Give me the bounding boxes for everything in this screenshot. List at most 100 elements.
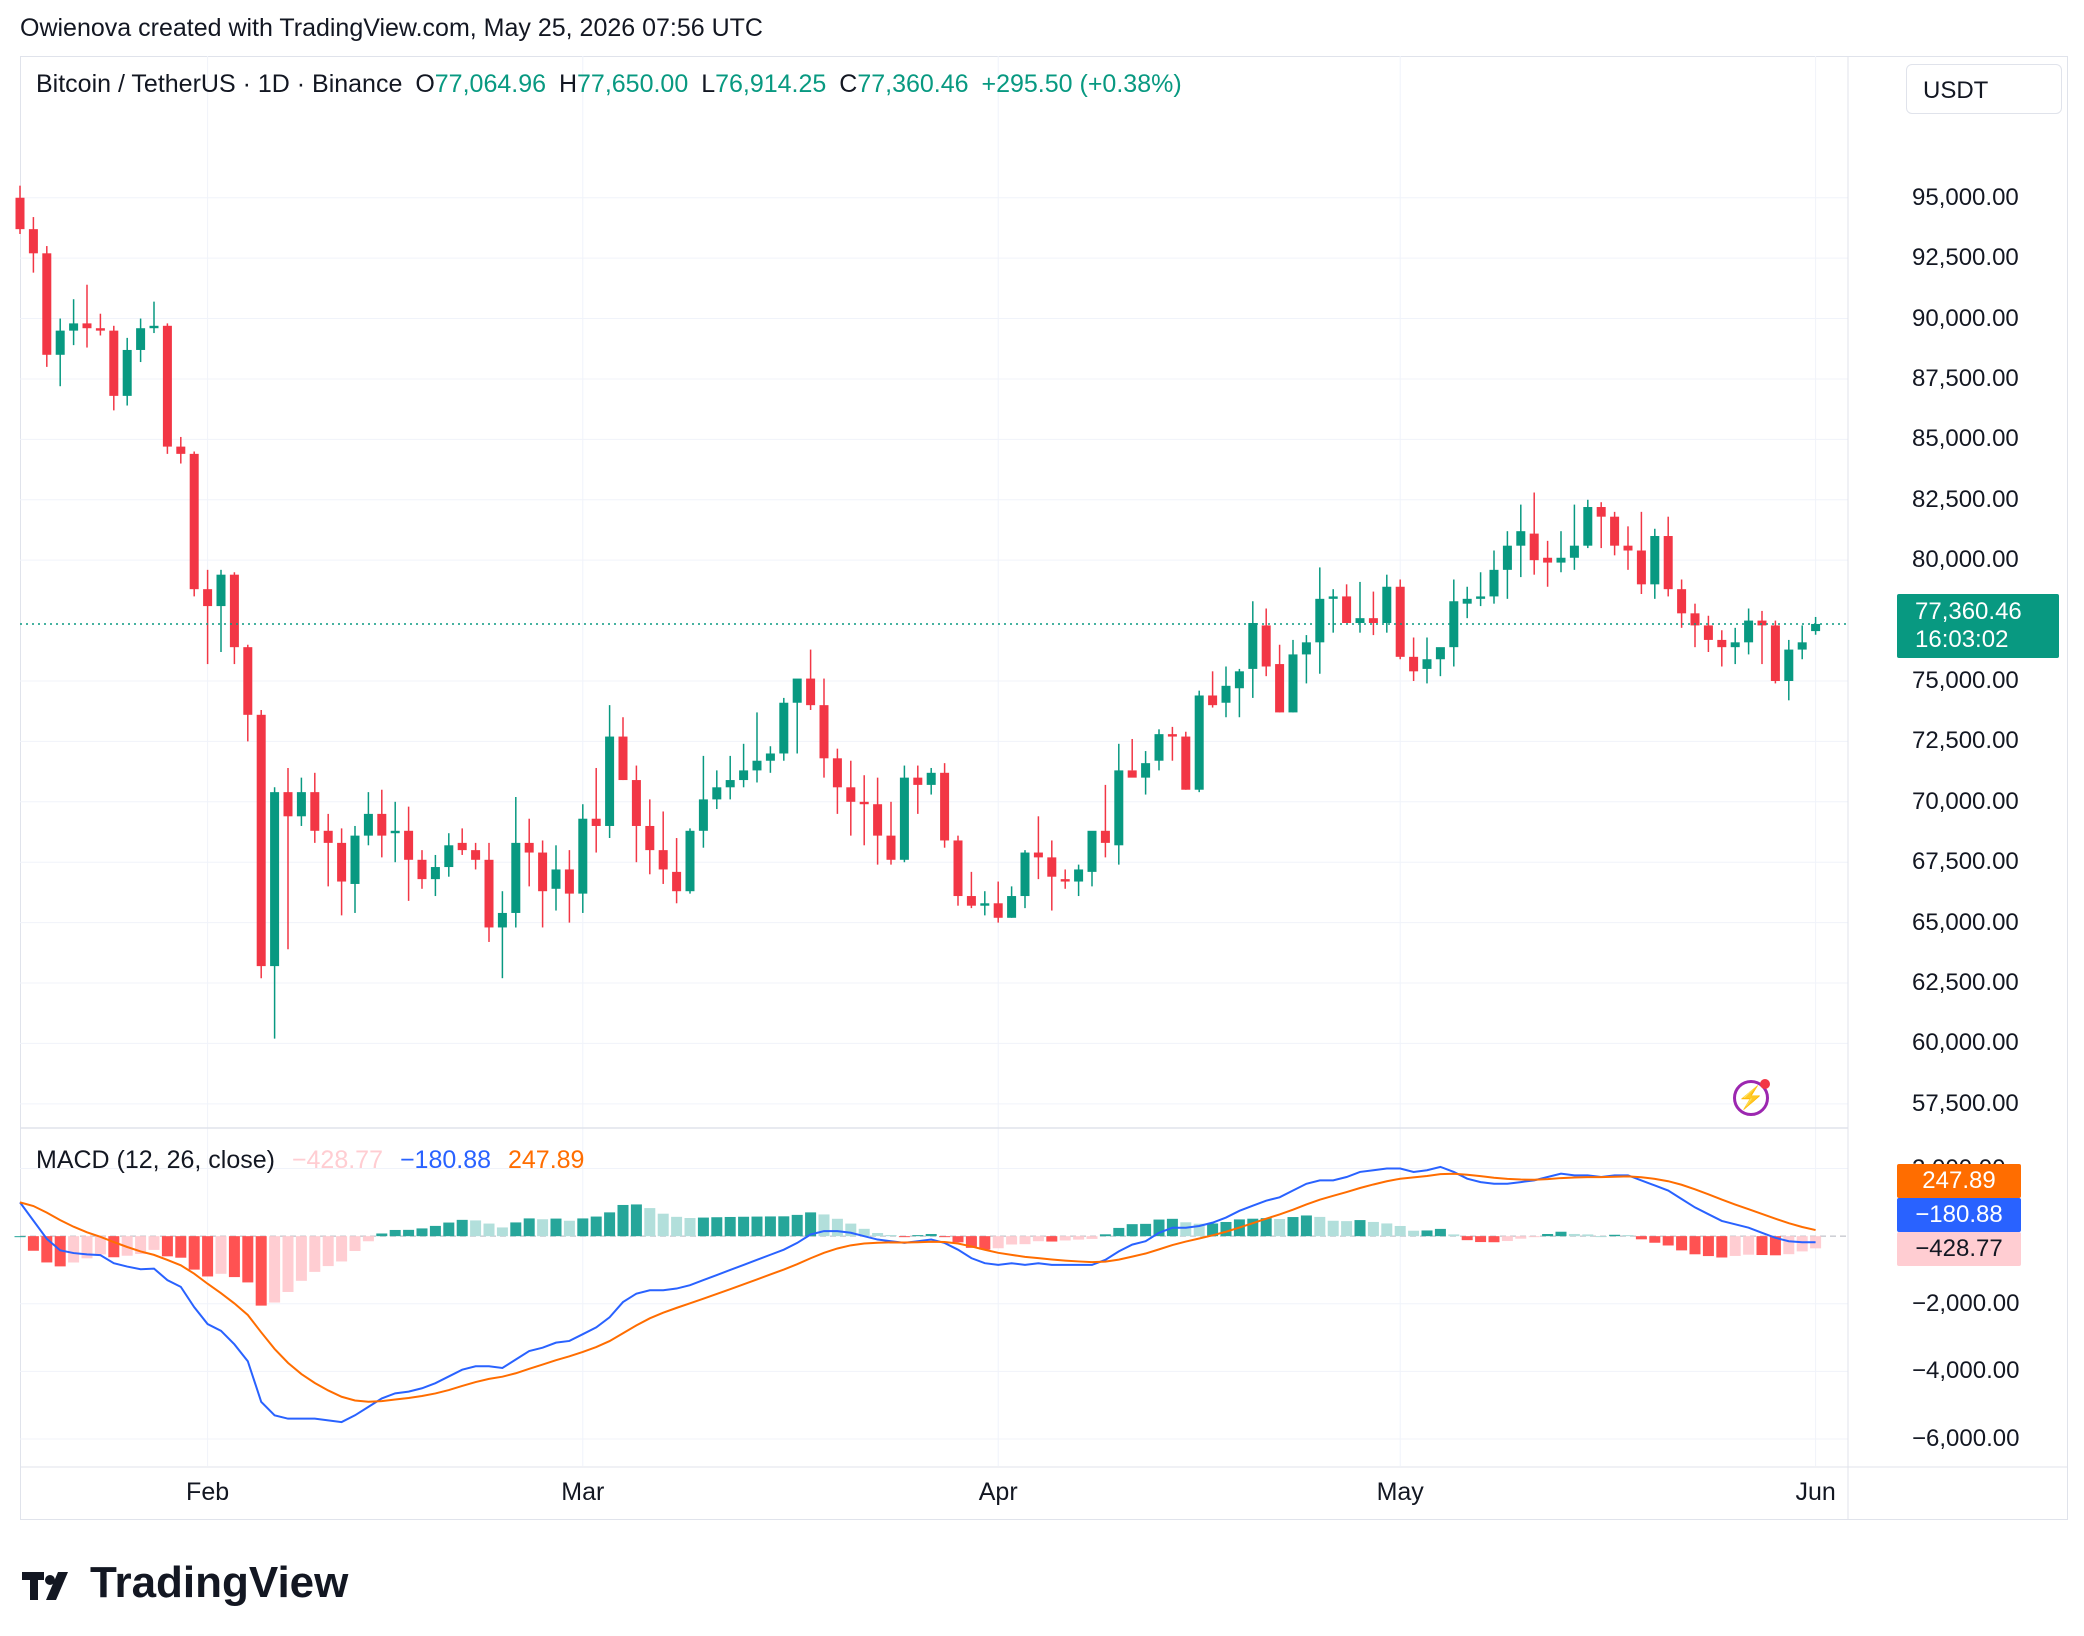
- price-tick-label: 80,000.00: [1912, 546, 2019, 574]
- macd-histogram-bar: [724, 1216, 736, 1237]
- macd-histogram-bar: [979, 1236, 991, 1250]
- candle-down: [1181, 736, 1191, 790]
- candle-up: [739, 770, 749, 781]
- macd-histogram-bar: [604, 1212, 616, 1237]
- candle-up: [1315, 598, 1325, 643]
- candle-up: [725, 780, 735, 788]
- candle-down: [404, 830, 414, 860]
- candle-up: [296, 792, 306, 817]
- macd-histogram-bar: [845, 1223, 857, 1237]
- candle-down: [658, 850, 668, 870]
- macd-histogram-bar: [68, 1236, 80, 1263]
- candle-down: [538, 852, 548, 892]
- macd-histogram-bar: [1113, 1227, 1125, 1237]
- candle-up: [752, 760, 762, 771]
- macd-histogram-bar: [1153, 1219, 1165, 1237]
- candle-up: [779, 702, 789, 754]
- macd-histogram-bar: [1354, 1220, 1366, 1237]
- macd-histogram-bar: [1207, 1223, 1219, 1237]
- chart-frame: [20, 56, 2068, 1520]
- candle-up: [1569, 545, 1579, 558]
- candle-up: [605, 736, 615, 826]
- candle-up: [444, 845, 454, 868]
- macd-histogram-bar: [269, 1236, 281, 1303]
- candle-down: [1717, 639, 1727, 648]
- candle-up: [1288, 654, 1298, 713]
- time-tick-label: Apr: [978, 1478, 1018, 1506]
- candle-down: [229, 574, 239, 648]
- macd-signal-value: 247.89: [507, 1146, 585, 1174]
- candle-up: [1422, 659, 1432, 669]
- macd-histogram-bar: [1421, 1230, 1433, 1237]
- candle-down: [886, 835, 896, 860]
- candle-up: [136, 328, 146, 350]
- high-value: 77,650.00: [577, 70, 689, 98]
- candle-down: [1127, 770, 1137, 778]
- price-tick-label: 70,000.00: [1912, 787, 2019, 815]
- macd-histogram-bar: [1220, 1221, 1232, 1237]
- price-tick-label: 65,000.00: [1912, 908, 2019, 936]
- candle-down: [189, 453, 199, 590]
- candle-up: [1221, 685, 1231, 703]
- macd-histogram-bar: [617, 1204, 629, 1237]
- macd-histogram-bar: [161, 1236, 173, 1257]
- candle-up: [926, 772, 936, 785]
- macd-histogram-bar: [1046, 1236, 1058, 1242]
- macd-histogram-bar: [362, 1236, 374, 1242]
- macd-histogram-bar: [1568, 1233, 1580, 1237]
- macd-histogram-bar: [778, 1216, 790, 1237]
- macd-histogram-bar: [1341, 1221, 1353, 1237]
- candle-down: [82, 323, 92, 329]
- candle-up: [1328, 596, 1338, 599]
- candle-down: [337, 842, 347, 882]
- candle-up: [511, 842, 521, 913]
- tradingview-logo-icon: [22, 1565, 78, 1601]
- macd-histogram-bar: [175, 1236, 187, 1258]
- macd-histogram-bar: [764, 1216, 776, 1237]
- candle-down: [1610, 516, 1620, 546]
- candle-up: [1355, 618, 1365, 623]
- time-tick-label: Feb: [186, 1478, 230, 1506]
- candle-down: [1261, 625, 1271, 667]
- macd-histogram-bar: [858, 1228, 870, 1237]
- macd-histogram-bar: [1327, 1220, 1339, 1237]
- candle-up: [1462, 598, 1472, 604]
- currency-button[interactable]: USDT: [1906, 64, 2062, 114]
- macd-histogram-bar: [1260, 1218, 1272, 1237]
- macd-histogram-bar: [550, 1218, 562, 1237]
- price-tick-label: 82,500.00: [1912, 485, 2019, 513]
- time-tick-label: Mar: [561, 1478, 605, 1506]
- brand-name: TradingView: [90, 1558, 349, 1607]
- price-tick-label: 57,500.00: [1912, 1089, 2019, 1117]
- candle-down: [993, 903, 1003, 918]
- bar-countdown: 16:03:02: [1915, 626, 2009, 653]
- macd-histogram-bar: [590, 1216, 602, 1237]
- hist-badge: −428.77: [1897, 1232, 2021, 1266]
- price-tick-label: 62,500.00: [1912, 969, 2019, 997]
- candle-down: [1167, 734, 1177, 737]
- macd-histogram-bar: [242, 1236, 254, 1283]
- candle-down: [645, 825, 655, 851]
- macd-histogram-bar: [671, 1216, 683, 1237]
- candle-down: [846, 787, 856, 802]
- candle-down: [1770, 625, 1780, 681]
- candle-down: [1690, 613, 1700, 626]
- macd-histogram-bar: [1582, 1234, 1594, 1237]
- candle-down: [109, 330, 119, 396]
- macd-histogram-bar: [1796, 1236, 1808, 1252]
- candle-up: [551, 869, 561, 889]
- candle-down: [176, 446, 186, 454]
- candle-up: [1449, 601, 1459, 648]
- candle-down: [1636, 550, 1646, 585]
- time-tick-label: May: [1376, 1478, 1424, 1506]
- candle-down: [1409, 656, 1419, 672]
- macd-histogram-bar: [1515, 1236, 1527, 1239]
- candle-down: [1663, 536, 1673, 590]
- flash-icon[interactable]: ⚡: [1733, 1079, 1770, 1116]
- candle-down: [484, 859, 494, 928]
- macd-histogram-bar: [188, 1236, 200, 1270]
- macd-histogram-bar: [523, 1218, 535, 1237]
- macd-histogram-bar: [1595, 1236, 1607, 1238]
- candle-up: [363, 813, 373, 836]
